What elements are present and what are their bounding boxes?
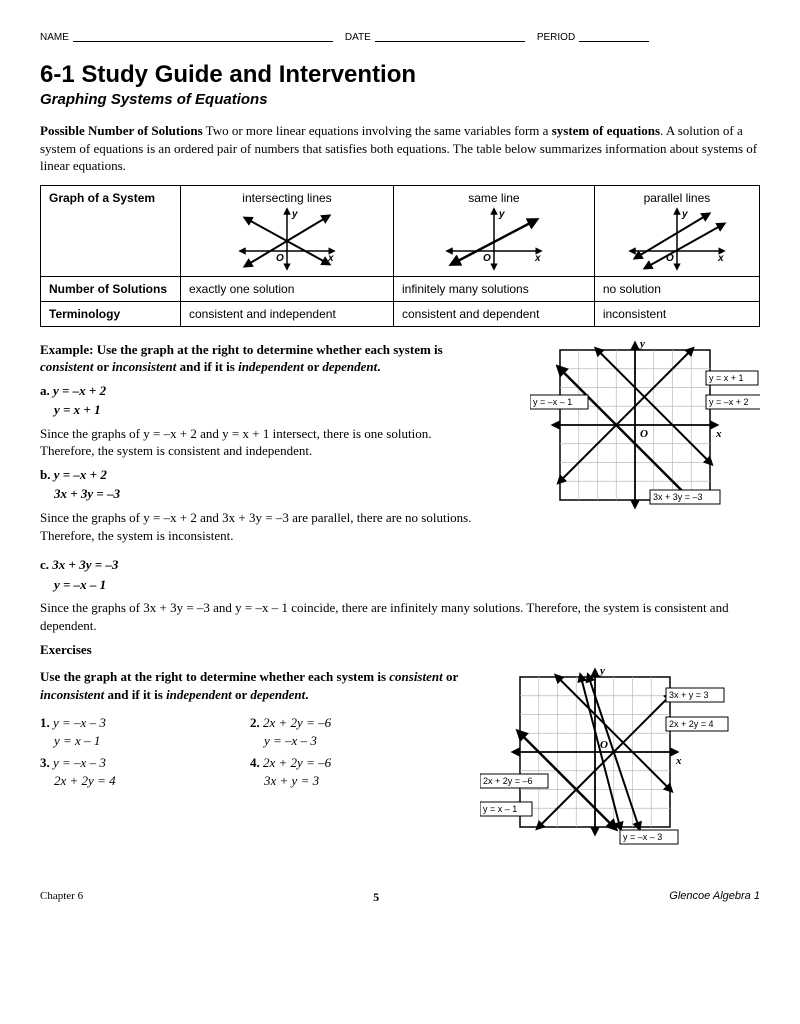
b-eq2: 3x + 3y = –3 [54, 486, 120, 501]
svg-text:y = –x – 3: y = –x – 3 [623, 832, 662, 842]
exercises-heading: Exercises [40, 642, 760, 658]
date-blank[interactable] [375, 32, 525, 42]
example-b: b. y = –x + 2 3x + 3y = –3 [40, 466, 480, 503]
exercises-prompt: Use the graph at the right to determine … [40, 668, 480, 703]
example-prompt: Example: Use the graph at the right to d… [40, 341, 480, 376]
svg-text:y = –x – 1: y = –x – 1 [533, 397, 572, 407]
svg-text:O: O [666, 253, 674, 264]
example-graph: y x O y = x + 1 y = –x + 2 y = –x – 1 3x… [530, 335, 760, 529]
page-title: 6-1 Study Guide and Intervention [40, 61, 760, 89]
exercises-text-column: Use the graph at the right to determine … [40, 662, 480, 866]
row2-c1: exactly one solution [181, 276, 394, 301]
b-explanation: Since the graphs of y = –x + 2 and 3x + … [40, 509, 480, 544]
svg-text:O: O [640, 428, 648, 440]
c-explanation: Since the graphs of 3x + 3y = –3 and y =… [40, 599, 760, 634]
example-prompt-text: Use the graph at the right to determine … [93, 342, 442, 357]
ex-i3: independent [238, 359, 304, 374]
row3-c1: consistent and independent [181, 301, 394, 326]
intersecting-lines-icon: y x O [232, 207, 342, 271]
example-a: a. y = –x + 2 y = x + 1 [40, 382, 480, 419]
svg-text:y: y [638, 338, 645, 350]
cell-parallel: parallel lines y x O [594, 185, 759, 276]
svg-text:y = –x + 2: y = –x + 2 [709, 397, 749, 407]
ex-i1: consistent [40, 359, 93, 374]
c-label: c. [40, 557, 49, 572]
row2-label: Number of Solutions [41, 276, 181, 301]
cell-intersecting: intersecting lines y x O [181, 185, 394, 276]
ex-i2: inconsistent [112, 359, 176, 374]
b-label: b. [40, 467, 50, 482]
exercise-3: 3. y = –x – 3 2x + 2y = 4 [40, 755, 250, 789]
c-eq1: 3x + 3y = –3 [52, 557, 118, 572]
svg-text:3x + y = 3: 3x + y = 3 [669, 690, 709, 700]
footer-right: Glencoe Algebra 1 [669, 890, 760, 905]
svg-text:3x + 3y = –3: 3x + 3y = –3 [653, 492, 703, 502]
svg-text:y = x – 1: y = x – 1 [483, 804, 517, 814]
page-subtitle: Graphing Systems of Equations [40, 91, 760, 108]
svg-text:x: x [327, 253, 334, 264]
row2-c2: infinitely many solutions [394, 276, 595, 301]
row3-label: Terminology [41, 301, 181, 326]
page-footer: Chapter 6 5 Glencoe Algebra 1 [40, 890, 760, 905]
intro-paragraph: Possible Number of Solutions Two or more… [40, 122, 760, 175]
ex-i4: dependent [322, 359, 377, 374]
svg-text:O: O [600, 739, 608, 751]
exercise-4: 4. 2x + 2y = –6 3x + y = 3 [250, 755, 460, 789]
a-eq1: y = –x + 2 [53, 383, 106, 398]
systems-table: Graph of a System intersecting lines y x… [40, 185, 760, 327]
name-label: NAME [40, 32, 69, 43]
period-blank[interactable] [579, 32, 649, 42]
period-label: PERIOD [537, 32, 575, 43]
c-eq2: y = –x – 1 [54, 577, 106, 592]
row3-c2: consistent and dependent [394, 301, 595, 326]
svg-text:x: x [534, 253, 541, 264]
exercise-1: 1. y = –x – 3 y = x – 1 [40, 715, 250, 749]
date-label: DATE [345, 32, 371, 43]
example-c: c. 3x + 3y = –3 y = –x – 1 [40, 556, 760, 593]
intro-bold-1: system of equations [552, 123, 660, 138]
name-blank[interactable] [73, 32, 333, 42]
same-line-icon: y x O [439, 207, 549, 271]
cell-same-line: same line y x O [394, 185, 595, 276]
svg-text:2x + 2y = –6: 2x + 2y = –6 [483, 776, 533, 786]
svg-text:x: x [717, 253, 724, 264]
example-label: Example: [40, 342, 93, 357]
parallel-lines-icon: y x O [622, 207, 732, 271]
intro-text-1: Two or more linear equations involving t… [203, 123, 552, 138]
footer-page-number: 5 [373, 890, 379, 905]
row3-c3: inconsistent [594, 301, 759, 326]
intro-runin: Possible Number of Solutions [40, 123, 203, 138]
svg-text:y: y [598, 665, 605, 677]
svg-text:2x + 2y = 4: 2x + 2y = 4 [669, 719, 714, 729]
svg-text:O: O [483, 253, 491, 264]
example-text-column: Example: Use the graph at the right to d… [40, 335, 480, 550]
svg-text:O: O [276, 253, 284, 264]
a-eq2: y = x + 1 [54, 402, 101, 417]
svg-text:y: y [498, 209, 505, 220]
svg-text:y = x + 1: y = x + 1 [709, 373, 744, 383]
worksheet-header: NAME DATE PERIOD [40, 32, 760, 43]
svg-text:y: y [681, 209, 688, 220]
col2-title: same line [402, 191, 586, 205]
exercise-2: 2. 2x + 2y = –6 y = –x – 3 [250, 715, 460, 749]
b-eq1: y = –x + 2 [54, 467, 107, 482]
col3-title: parallel lines [603, 191, 751, 205]
a-label: a. [40, 383, 50, 398]
svg-text:x: x [715, 428, 722, 440]
a-explanation: Since the graphs of y = –x + 2 and y = x… [40, 425, 480, 460]
col1-title: intersecting lines [189, 191, 385, 205]
row1-label: Graph of a System [41, 185, 181, 276]
footer-left: Chapter 6 [40, 890, 83, 905]
row2-c3: no solution [594, 276, 759, 301]
exercises-graph: y x O 3x + y = 3 2x + 2y = 4 2x + 2y = –… [480, 662, 760, 866]
svg-text:x: x [675, 755, 682, 767]
svg-text:y: y [291, 209, 298, 220]
